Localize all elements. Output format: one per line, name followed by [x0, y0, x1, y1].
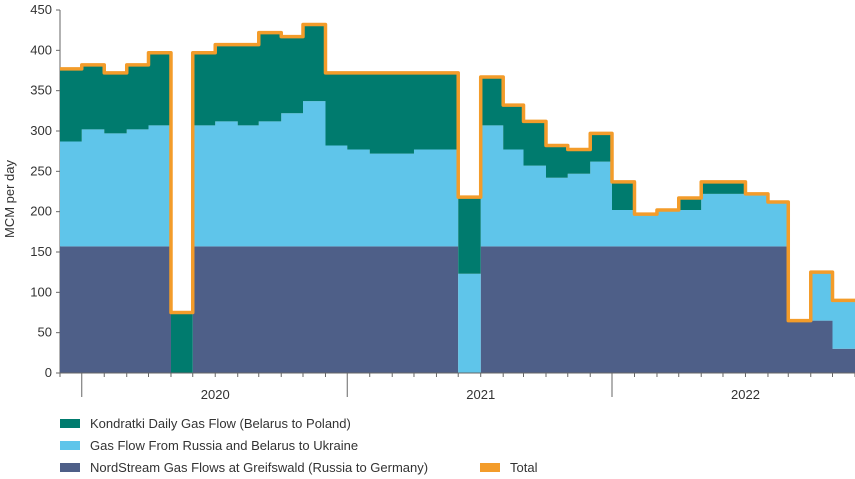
y-tick-label: 50 — [38, 325, 52, 340]
legend-swatch-kondratki — [60, 418, 80, 428]
x-tick-label: 2021 — [466, 387, 495, 402]
y-tick-label: 200 — [30, 204, 52, 219]
x-tick-label: 2022 — [731, 387, 760, 402]
y-tick-label: 250 — [30, 163, 52, 178]
legend-item-nordstream: NordStream Gas Flows at Greifswald (Russ… — [60, 458, 428, 476]
y-tick-label: 150 — [30, 244, 52, 259]
total-line — [60, 22, 855, 323]
legend-item-total: Total — [480, 458, 537, 476]
y-tick-label: 400 — [30, 42, 52, 57]
legend-swatch-nordstream — [60, 462, 80, 472]
legend-item-kondratki: Kondratki Daily Gas Flow (Belarus to Pol… — [60, 414, 351, 432]
area-series-2 — [60, 24, 855, 374]
legend-label-nordstream: NordStream Gas Flows at Greifswald (Russ… — [90, 459, 429, 475]
legend-swatch-ukraine — [60, 440, 80, 450]
x-tick-label: 2020 — [201, 387, 230, 402]
legend-label-kondratki: Kondratki Daily Gas Flow (Belarus to Pol… — [90, 415, 351, 431]
stacked-areas — [60, 24, 855, 374]
legend-item-ukraine: Gas Flow From Russia and Belarus to Ukra… — [60, 436, 358, 454]
total-line-group — [60, 22, 855, 323]
legend-label-total: Total — [510, 459, 538, 475]
y-tick-label: 0 — [45, 365, 52, 380]
area-series-0 — [60, 246, 855, 373]
y-tick-label: 300 — [30, 123, 52, 138]
y-axis-title: MCM per day — [2, 159, 17, 238]
legend-label-ukraine: Gas Flow From Russia and Belarus to Ukra… — [90, 437, 359, 453]
area-series-1 — [60, 101, 855, 374]
y-tick-label: 100 — [30, 284, 52, 299]
y-tick-label: 450 — [30, 2, 52, 17]
y-tick-label: 350 — [30, 83, 52, 98]
legend-swatch-total — [480, 462, 500, 472]
x-axis-ticks: 2020 2021 2022 — [59, 373, 855, 402]
y-axis-ticks: 0 50 100 150 200 250 300 350 400 450 — [30, 2, 60, 380]
